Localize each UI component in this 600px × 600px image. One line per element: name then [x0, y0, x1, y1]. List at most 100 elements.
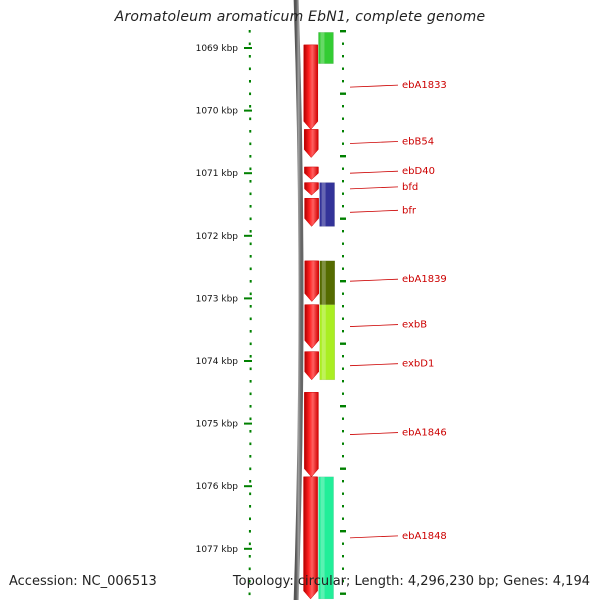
track-minor-tick — [342, 492, 344, 495]
bar-highlight — [320, 32, 325, 64]
track-minor-tick — [342, 142, 344, 145]
ruler-major-tick — [244, 422, 252, 425]
track-minor-tick — [342, 317, 344, 320]
track-minor-tick — [342, 80, 344, 83]
ruler-minor-tick — [249, 155, 252, 158]
ruler-minor-tick — [249, 280, 252, 283]
gene-label-bfd[interactable]: bfd — [402, 182, 418, 193]
gene-leader-line — [349, 170, 399, 174]
gene-arrow-exbB[interactable] — [304, 304, 320, 349]
ruler-minor-tick — [249, 242, 252, 246]
gene-label-bfr[interactable]: bfr — [402, 205, 417, 216]
ruler-minor-tick — [249, 380, 252, 383]
ruler-minor-tick — [248, 55, 251, 58]
gene-leader-line — [349, 535, 399, 539]
gene-label-exbD1[interactable]: exbD1 — [402, 359, 434, 370]
bar-highlight — [321, 182, 326, 227]
gene-arrow-bfr[interactable] — [304, 197, 319, 227]
track-minor-tick — [342, 542, 344, 545]
ruler-minor-tick — [248, 567, 251, 571]
gene-labels: ebA1833 ebB54 ebD40 bfd bfr ebA1839 exbB exbD1 e… — [349, 80, 447, 542]
genome-title: Aromatoleum aromaticum EbN1, complete ge… — [114, 9, 486, 25]
gene-leader-line — [349, 432, 399, 435]
ruler-minor-tick — [249, 505, 252, 508]
ruler-minor-tick — [248, 555, 251, 558]
accession-text: Accession: NC_006513 — [9, 574, 157, 589]
track-minor-tick — [342, 355, 344, 358]
track-minor-tick — [342, 42, 344, 45]
ruler-label: 1076 kbp — [196, 482, 239, 492]
ruler-minor-tick — [249, 417, 252, 421]
teal-segment — [318, 476, 334, 600]
ruler-minor-tick — [248, 30, 251, 33]
bar-highlight — [321, 260, 326, 305]
ruler-minor-tick — [249, 467, 252, 471]
track-minor-tick — [342, 580, 344, 583]
purple-segment — [319, 182, 335, 227]
ruler-label: 1069 kbp — [196, 44, 239, 54]
track-major-tick — [340, 467, 346, 470]
ruler-minor-tick — [249, 167, 252, 171]
ruler-minor-tick — [249, 230, 252, 233]
ruler-minor-tick — [248, 80, 251, 83]
track-minor-tick — [342, 430, 344, 433]
gene-arrow-bfd[interactable] — [304, 182, 319, 196]
gene-label-ebB54[interactable]: ebB54 — [402, 136, 434, 147]
ruler-minor-tick — [249, 142, 252, 146]
gene-arrow-ebA1833[interactable] — [303, 44, 319, 130]
track-minor-tick — [342, 555, 344, 558]
ruler-label: 1071 kbp — [196, 169, 239, 179]
ruler-minor-tick — [249, 205, 252, 208]
ruler-label: 1077 kbp — [196, 545, 239, 555]
gene-arrow-ebD40[interactable] — [304, 166, 319, 180]
ruler-label: 1074 kbp — [196, 357, 239, 367]
track-minor-tick — [342, 392, 344, 395]
ruler-minor-tick — [249, 355, 252, 358]
green-segment — [318, 32, 334, 64]
ruler-minor-tick — [249, 430, 252, 433]
track-minor-tick — [342, 105, 344, 108]
gene-label-ebD40[interactable]: ebD40 — [402, 166, 435, 177]
gene-label-ebA1846[interactable]: ebA1846 — [402, 428, 447, 439]
track-minor-tick — [342, 305, 344, 308]
track-minor-tick — [342, 367, 344, 370]
gene-arrow-ebA1848[interactable] — [303, 476, 318, 600]
ruler-minor-tick — [248, 580, 251, 583]
ruler-minor-tick — [249, 105, 252, 108]
gene-arrow-ebB54[interactable] — [303, 129, 319, 158]
track-minor-tick — [342, 242, 344, 245]
ruler-major-tick — [244, 109, 252, 112]
ruler-minor-tick — [249, 342, 252, 346]
track-minor-tick — [342, 455, 344, 458]
track-major-tick — [340, 217, 346, 220]
ruler-minor-tick — [249, 405, 252, 408]
feature-bars — [318, 32, 336, 600]
lime-segment — [319, 304, 336, 381]
ruler-major-tick — [244, 234, 252, 237]
gene-label-ebA1833[interactable]: ebA1833 — [402, 80, 447, 91]
bar-highlight — [320, 476, 325, 599]
ruler-minor-tick — [249, 330, 252, 333]
ruler-label: 1070 kbp — [196, 107, 239, 117]
ruler-minor-tick — [249, 367, 252, 371]
gene-arrow-ebA1839[interactable] — [304, 260, 320, 302]
gene-arrow-exbD1[interactable] — [304, 351, 319, 381]
ruler-minor-tick — [249, 130, 252, 133]
track-minor-tick — [342, 130, 344, 133]
ruler-minor-tick — [249, 117, 252, 121]
track-minor-tick — [342, 67, 344, 70]
ruler-minor-tick — [248, 67, 251, 71]
track-minor-tick — [342, 442, 344, 445]
ruler-minor-tick — [249, 192, 252, 196]
track-minor-tick — [342, 180, 344, 183]
gene-arrow-ebA1846[interactable] — [304, 392, 319, 478]
track-minor-tick — [342, 292, 344, 295]
ruler-minor-tick — [249, 517, 252, 521]
ruler-major-tick — [244, 297, 252, 300]
track-minor-tick — [342, 330, 344, 333]
gene-label-exbB[interactable]: exbB — [402, 320, 427, 331]
gene-label-ebA1848[interactable]: ebA1848 — [402, 531, 447, 542]
track-major-tick — [340, 280, 346, 283]
gene-leader-line — [349, 324, 399, 327]
gene-label-ebA1839[interactable]: ebA1839 — [402, 274, 447, 285]
